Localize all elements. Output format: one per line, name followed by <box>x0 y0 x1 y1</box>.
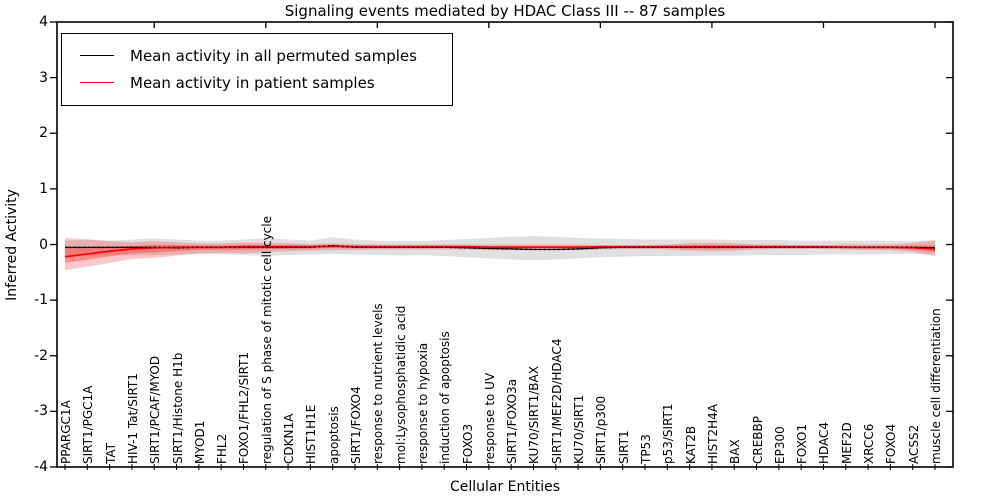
x-tick-label: response to hypoxia <box>415 342 430 464</box>
x-tick-label: induction of apoptosis <box>438 331 453 464</box>
x-tick-label: KU70/SIRT1/BAX <box>527 366 542 464</box>
legend-line-sample-red <box>80 82 114 83</box>
y-tick-label: -3 <box>34 403 48 420</box>
x-tick-label: HIST2H4A <box>705 403 720 464</box>
x-tick-label: SIRT1/PGC1A <box>81 385 96 464</box>
x-tick-label: SIRT1/Histone H1b <box>170 352 185 464</box>
x-tick-label: response to UV <box>482 372 497 464</box>
x-tick-label: p53/SIRT1 <box>661 403 676 464</box>
y-tick-label: 2 <box>39 125 48 142</box>
y-tick-label: 3 <box>39 69 48 86</box>
x-tick-label: response to nutrient levels <box>371 303 386 464</box>
x-tick-label: muscle cell differentiation <box>929 308 943 464</box>
x-tick-label: FHL2 <box>215 433 230 464</box>
y-tick-label: 0 <box>39 236 48 253</box>
x-tick-label: SIRT1 <box>616 430 631 464</box>
x-tick-label: FOXO3 <box>460 423 475 464</box>
x-tick-label: HDAC4 <box>817 421 832 464</box>
x-tick-label: FOXO1 <box>795 423 810 464</box>
x-tick-label: mol:Lysophosphatidic acid <box>393 305 408 464</box>
legend-line-sample-black <box>80 55 114 56</box>
y-tick-label: -1 <box>34 292 48 309</box>
x-tick-label: ACSS2 <box>906 424 921 464</box>
legend-item-permuted: Mean activity in all permuted samples <box>72 42 442 69</box>
legend-label: Mean activity in patient samples <box>130 73 375 92</box>
x-tick-label: BAX <box>728 439 743 464</box>
x-tick-label: SIRT1/PCAF/MYOD <box>148 355 163 464</box>
x-axis-label: Cellular Entities <box>449 479 561 495</box>
y-tick-label: 1 <box>39 180 48 197</box>
chart-title: Signaling events mediated by HDAC Class … <box>284 2 726 20</box>
x-tick-label: KU70/SIRT1 <box>572 394 587 464</box>
x-tick-label: EP300 <box>772 426 787 464</box>
y-tick-label: -4 <box>34 459 48 475</box>
x-tick-label: PPARGC1A <box>59 400 73 464</box>
x-tick-label: CDKN1A <box>282 413 297 464</box>
x-tick-label: regulation of S phase of mitotic cell cy… <box>259 216 274 464</box>
x-tick-label: TP53 <box>639 434 653 464</box>
x-tick-label: SIRT1/MEF2D/HDAC4 <box>549 338 564 464</box>
x-tick-label: apoptosis <box>326 406 341 464</box>
legend-item-patient: Mean activity in patient samples <box>72 69 442 96</box>
x-tick-label: XRCC6 <box>862 423 877 464</box>
x-tick-label: MYOD1 <box>192 420 207 464</box>
y-tick-label: -2 <box>34 347 48 364</box>
line-patient-mean <box>64 245 936 258</box>
x-tick-label: FOXO4 <box>884 423 899 464</box>
x-tick-label: HIST1H1E <box>304 404 319 464</box>
x-tick-label: SIRT1/p300 <box>594 395 609 464</box>
x-tick-label: KAT2B <box>683 425 698 464</box>
x-tick-label: TAT <box>103 442 118 464</box>
x-tick-label: HIV-1 Tat/SIRT1 <box>125 373 140 464</box>
x-tick-label: SIRT1/FOXO3a <box>505 378 520 464</box>
legend: Mean activity in all permuted samples Me… <box>61 33 453 106</box>
y-tick-label: 4 <box>39 14 48 30</box>
x-tick-label: CREBBP <box>750 416 765 464</box>
x-tick-label: SIRT1/FOXO4 <box>349 386 363 464</box>
legend-label: Mean activity in all permuted samples <box>130 46 417 65</box>
x-tick-label: MEF2D <box>839 422 854 464</box>
x-tick-label: FOXO1/FHL2/SIRT1 <box>237 351 252 464</box>
